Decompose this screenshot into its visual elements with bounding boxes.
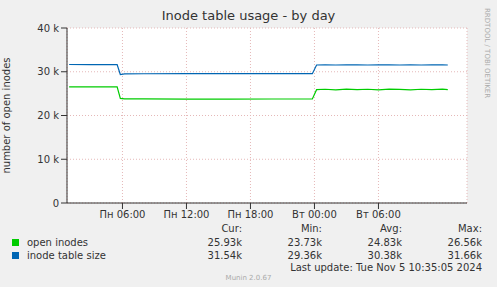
- html-text:31.54k: 31.54k: [207, 250, 242, 261]
- html-text:Min:: Min:: [300, 223, 322, 234]
- svg-text:number of open inodes: number of open inodes: [8, 57, 12, 173]
- html-text:31.66k: 31.66k: [447, 250, 482, 261]
- html-text:Munin 2.0.67: Munin 2.0.67: [225, 274, 272, 282]
- svg-text:30 k: 30 k: [37, 66, 59, 77]
- svg-text:Пн 18:00: Пн 18:00: [227, 209, 273, 220]
- svg-text:10 k: 10 k: [37, 154, 59, 165]
- svg-text:Пн 12:00: Пн 12:00: [163, 209, 209, 220]
- html-text:Last update: Tue Nov 5 10:35:0: Last update: Tue Nov 5 10:35:05 2024: [290, 262, 482, 273]
- html-text:Inode table usage - by day: Inode table usage - by day: [161, 8, 336, 23]
- html-text:24.83k: 24.83k: [367, 237, 402, 248]
- svg-text:0: 0: [53, 198, 59, 209]
- html-text:25.93k: 25.93k: [207, 237, 242, 248]
- html-text:RRDTOOL / TOBI OETIKER: RRDTOOL / TOBI OETIKER: [483, 8, 491, 99]
- svg-text:Вт 00:00: Вт 00:00: [292, 209, 337, 220]
- html-text:23.73k: 23.73k: [287, 237, 322, 248]
- html-text:Avg:: Avg:: [380, 223, 402, 234]
- html-text:open inodes: open inodes: [27, 237, 89, 248]
- svg-text:Пн 06:00: Пн 06:00: [99, 209, 145, 220]
- svg-text:20 k: 20 k: [37, 110, 59, 121]
- html-text:26.56k: 26.56k: [447, 237, 482, 248]
- html-text:30.38k: 30.38k: [367, 250, 402, 261]
- html-text:Cur:: Cur:: [221, 223, 242, 234]
- svg-text:Вт 06:00: Вт 06:00: [356, 209, 401, 220]
- svg-text:40 k: 40 k: [37, 23, 59, 34]
- html-text:inode table size: inode table size: [27, 250, 106, 261]
- html-text:29.36k: 29.36k: [287, 250, 322, 261]
- html-text:Max:: Max:: [458, 223, 482, 234]
